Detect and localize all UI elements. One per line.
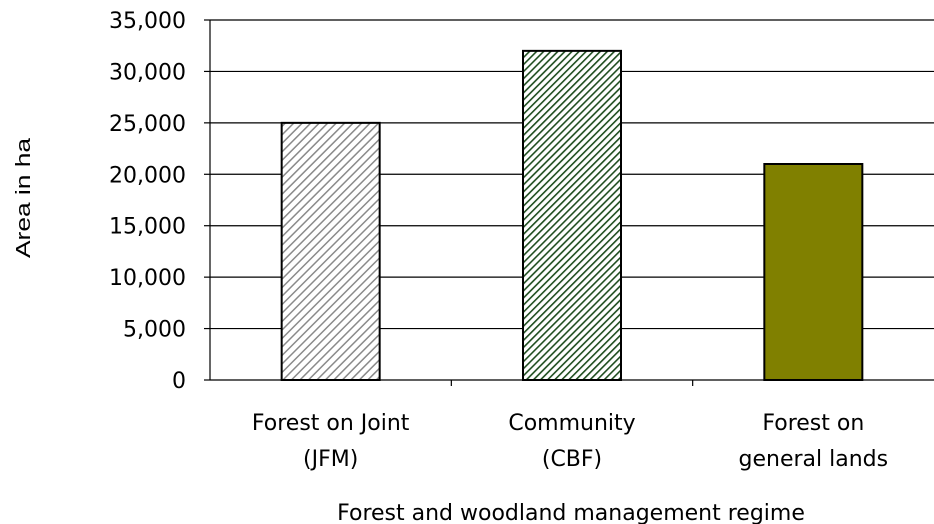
y-tick-label: 30,000 (109, 60, 186, 85)
y-tick-label: 0 (172, 369, 186, 394)
x-category-label: Forest on (762, 411, 864, 436)
x-category-label: Community (508, 411, 635, 436)
x-category-label: Forest on Joint (252, 411, 410, 436)
y-tick-label: 35,000 (109, 9, 186, 34)
y-tick-label: 15,000 (109, 215, 186, 240)
y-tick-label: 25,000 (109, 112, 186, 137)
x-category-label: (JFM) (303, 447, 358, 472)
x-axis-title: Forest and woodland management regime (337, 501, 805, 524)
bar-2 (522, 49, 622, 381)
axes (204, 19, 934, 386)
y-tick-label: 10,000 (109, 266, 186, 291)
bar-1 (280, 121, 381, 381)
y-tick-label: 20,000 (109, 163, 186, 188)
bar-3 (763, 163, 864, 381)
bars (280, 49, 864, 381)
x-category-label: general lands (739, 447, 889, 472)
x-category-label: (CBF) (542, 447, 602, 472)
y-axis-title: Area in ha (13, 137, 35, 258)
labels: 0 5,000 10,000 15,000 20,000 25,000 30,000 35,0… (109, 9, 888, 472)
y-tick-label: 5,000 (123, 318, 186, 343)
